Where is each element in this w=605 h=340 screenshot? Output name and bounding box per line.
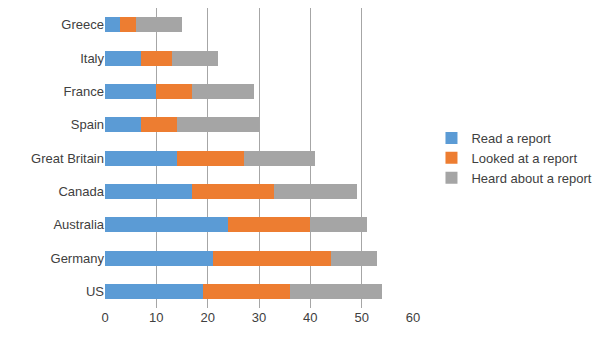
- svg-text:Spain: Spain: [71, 117, 104, 132]
- svg-text:Germany: Germany: [51, 251, 105, 266]
- svg-text:Read a report: Read a report: [471, 131, 551, 146]
- svg-text:US: US: [86, 284, 104, 299]
- svg-text:Canada: Canada: [58, 184, 104, 199]
- svg-text:Heard about a report: Heard about a report: [471, 171, 591, 186]
- svg-text:Looked at a report: Looked at a report: [471, 151, 577, 166]
- svg-text:20: 20: [200, 310, 214, 325]
- svg-text:30: 30: [252, 310, 266, 325]
- svg-text:10: 10: [149, 310, 163, 325]
- svg-text:Australia: Australia: [53, 217, 104, 232]
- svg-text:Italy: Italy: [80, 51, 104, 66]
- svg-text:Great Britain: Great Britain: [31, 151, 104, 166]
- svg-text:50: 50: [354, 310, 368, 325]
- svg-text:0: 0: [101, 310, 108, 325]
- svg-text:60: 60: [406, 310, 420, 325]
- svg-text:40: 40: [303, 310, 317, 325]
- svg-text:Greece: Greece: [61, 17, 104, 32]
- svg-text:France: France: [64, 84, 104, 99]
